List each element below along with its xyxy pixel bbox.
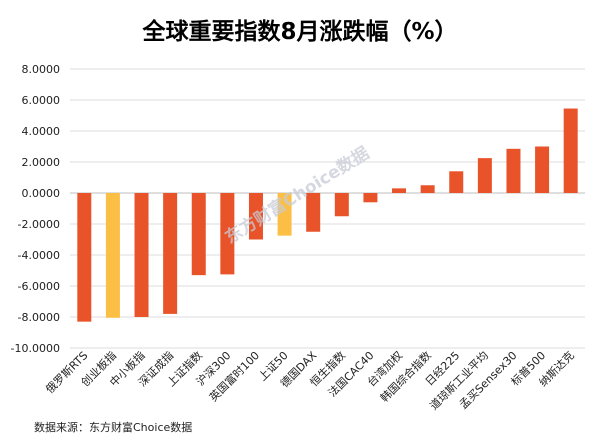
bar [363, 193, 378, 203]
data-source-note: 数据来源：东方财富Choice数据 [34, 421, 193, 434]
bar [220, 193, 235, 275]
bar [105, 193, 120, 318]
bar [535, 146, 550, 193]
y-tick-label: 4.0000 [22, 125, 61, 138]
y-tick-label: 0.0000 [22, 187, 61, 200]
bar [306, 193, 321, 232]
bar [477, 158, 492, 193]
x-tick-label: 俄罗斯RTS [43, 349, 90, 396]
bar [134, 193, 149, 317]
y-tick-label: -4.0000 [18, 249, 60, 262]
bar [334, 193, 349, 217]
bar [563, 108, 578, 193]
bar [392, 188, 407, 193]
bar [248, 193, 263, 240]
y-tick-label: 8.0000 [22, 63, 61, 76]
bar [277, 193, 292, 236]
bar [163, 193, 178, 314]
y-tick-label: -8.0000 [18, 311, 60, 324]
chart-title: 全球重要指数8月涨跌幅（%） [142, 19, 458, 45]
watermark-text: 东方财富Choice数据 [221, 143, 373, 249]
y-tick-label: -6.0000 [18, 280, 60, 293]
bars [77, 108, 578, 322]
bar [420, 185, 435, 193]
gridlines [70, 68, 585, 349]
y-tick-label: -2.0000 [18, 218, 60, 231]
bar [506, 148, 521, 193]
bar [77, 193, 92, 322]
x-axis-labels: 俄罗斯RTS创业板指中小板指深证成指上证指数沪深300英国富时100上证50德国… [43, 348, 576, 413]
y-tick-label: 6.0000 [22, 94, 61, 107]
y-tick-label: -10.0000 [11, 342, 60, 355]
bar [449, 171, 464, 193]
y-axis-ticks: 8.0000 6.0000 4.0000 2.0000 0.0000 -2.0000 -4.… [11, 63, 60, 355]
bar [191, 193, 206, 276]
y-tick-label: 2.0000 [22, 156, 61, 169]
